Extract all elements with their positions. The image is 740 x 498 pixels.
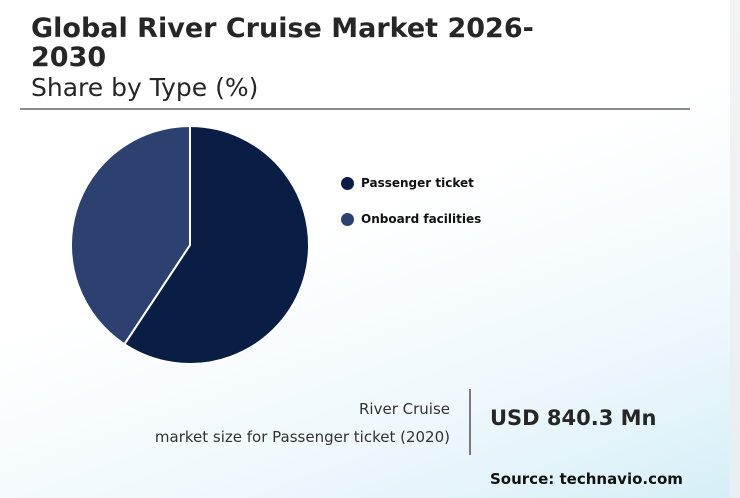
stat-label-line1: River Cruise [359,400,450,418]
pie-slice-passenger-ticket [122,124,310,365]
title-divider [20,108,690,110]
legend-marker-passenger-ticket [341,176,354,190]
legend: Passenger ticket Onboard facilities [341,174,481,246]
legend-label-passenger-ticket: Passenger ticket [361,176,474,190]
pie-slice-onboard-facilities [70,124,191,346]
stat-divider [469,389,471,455]
legend-item-passenger-ticket: Passenger ticket [341,174,481,192]
legend-label-onboard-facilities: Onboard facilities [361,212,482,226]
stat-value: USD 840.3 Mn [490,406,657,430]
legend-item-onboard-facilities: Onboard facilities [341,210,481,228]
legend-marker-onboard-facilities [341,212,354,226]
right-edge-strip [730,0,740,498]
stat-label-line2: market size for Passenger ticket (2020) [154,428,450,446]
chart-title: Global River Cruise Market 2026-2030 [31,13,534,73]
source-credit: Source: technavio.com [490,470,683,488]
chart-subtitle: Share by Type (%) [31,73,259,102]
